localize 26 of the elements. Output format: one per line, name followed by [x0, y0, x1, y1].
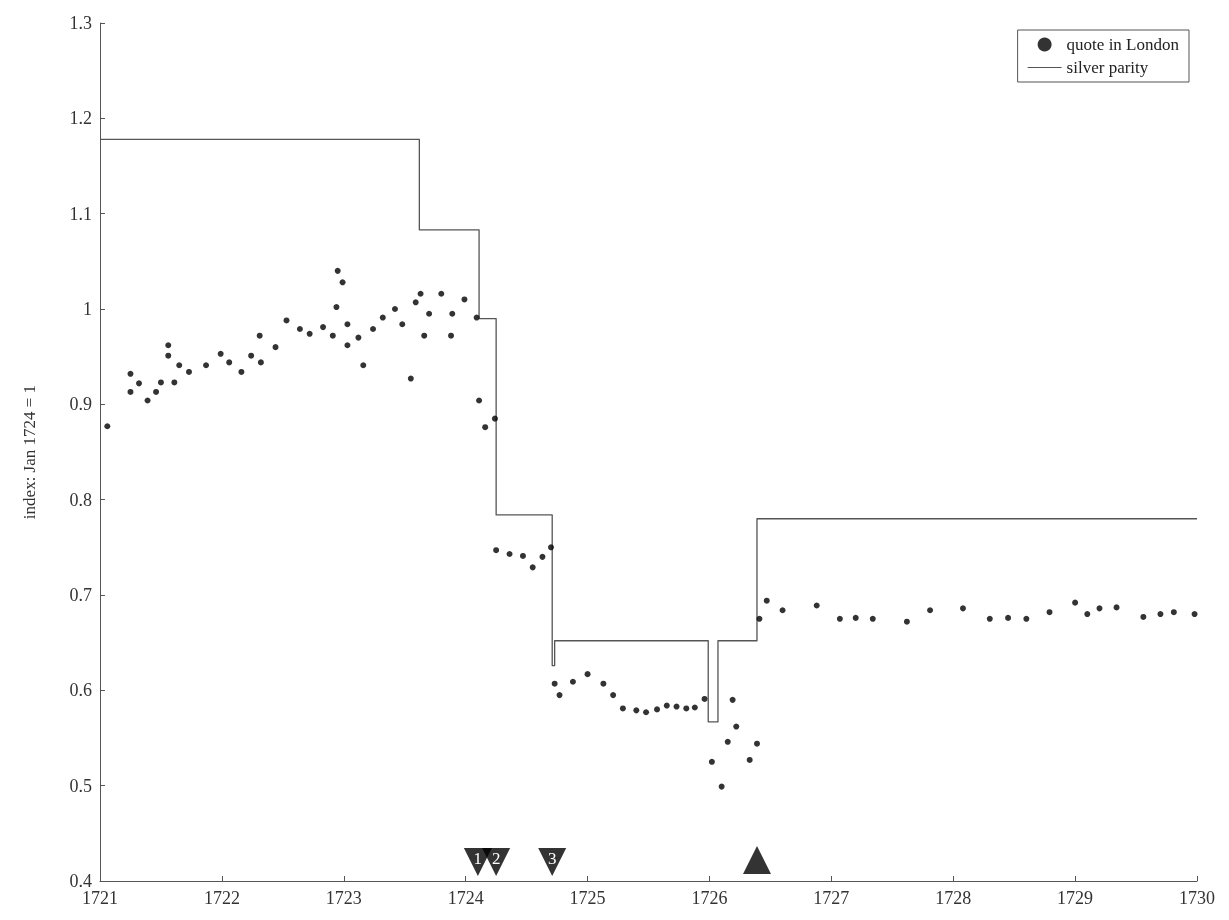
x-tick-label: 1724: [447, 888, 484, 908]
x-tick-label: 1721: [82, 888, 118, 908]
x-tick-label: 1729: [1057, 888, 1094, 908]
legend-label: quote in London: [1066, 35, 1180, 54]
y-tick-label: 0.4: [69, 871, 92, 891]
annotation: 3: [547, 848, 557, 868]
x-tick-label: 1728: [935, 888, 972, 908]
y-tick-label: 0.8: [69, 489, 92, 510]
x-tick-label: 1730: [1179, 888, 1215, 908]
y-tick-label: 0.9: [69, 394, 92, 415]
legend-label: silver parity: [1066, 58, 1149, 77]
x-tick-label: 1727: [813, 888, 850, 908]
annotation: 2: [491, 848, 501, 868]
x-tick-label: 1725: [569, 888, 606, 908]
y-axis-title: index: Jan 1724 = 1: [20, 384, 39, 520]
y-tick-label: 0.7: [69, 585, 92, 605]
y-tick-label: 1.1: [69, 203, 92, 224]
x-tick-label: 1726: [691, 888, 728, 908]
annotation: 1: [473, 848, 483, 868]
y-tick-label: 0.5: [69, 775, 92, 796]
x-tick-label: 1723: [325, 888, 362, 908]
y-tick-label: 1.2: [69, 108, 92, 129]
y-tick-label: 1.3: [69, 13, 92, 33]
x-tick-label: 1722: [203, 888, 240, 908]
y-tick-label: 1: [83, 299, 92, 319]
y-tick-label: 0.6: [69, 680, 92, 701]
